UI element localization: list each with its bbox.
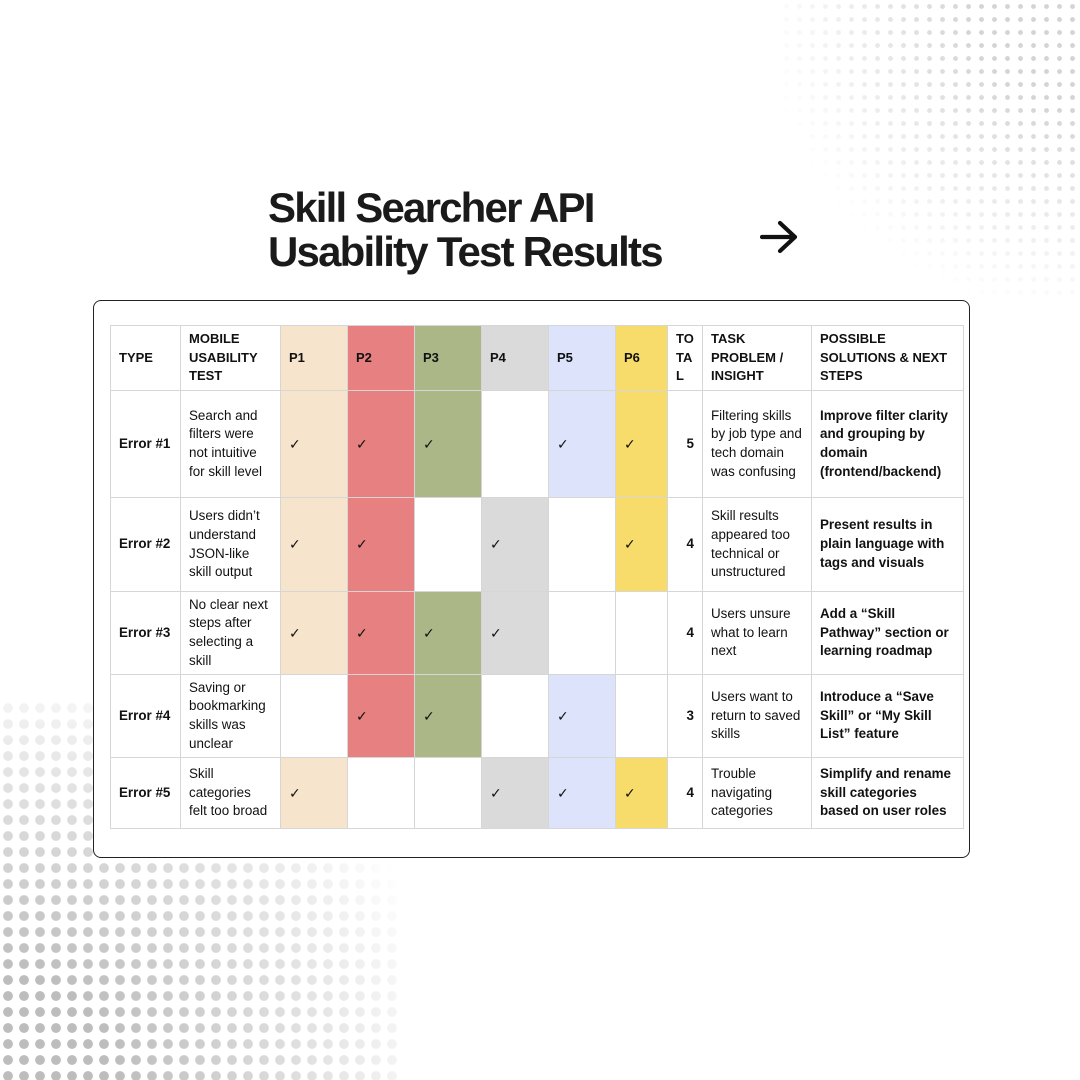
row-total: 4 [667,757,703,829]
participant-check: ✓ [615,497,668,592]
results-card: TYPE MOBILE USABILITY TEST P1 P2 P3 P4 P… [93,300,970,858]
participant-check [414,497,482,592]
participant-check [347,757,415,829]
participant-check: ✓ [548,674,616,758]
row-type: Error #1 [110,390,181,498]
participant-check: ✓ [347,674,415,758]
participant-check: ✓ [548,757,616,829]
row-solution: Introduce a “Save Skill” or “My Skill Li… [811,674,964,758]
results-table: TYPE MOBILE USABILITY TEST P1 P2 P3 P4 P… [110,325,964,829]
row-solution: Add a “Skill Pathway” section or learnin… [811,591,964,675]
participant-check [481,674,549,758]
row-test-description: Skill categories felt too broad [180,757,281,829]
participant-check: ✓ [280,591,348,675]
table-row: Error #5 Skill categories felt too broad… [110,757,964,829]
row-test-description: No clear next steps after selecting a sk… [180,591,281,675]
row-solution: Simplify and rename skill categories bas… [811,757,964,829]
participant-check: ✓ [481,497,549,592]
participant-check: ✓ [615,390,668,498]
header-total: TO TA L [667,325,703,391]
arrow-right-icon [760,220,798,254]
header-p4: P4 [481,325,549,391]
row-test-description: Users didn’t understand JSON-like skill … [180,497,281,592]
participant-check: ✓ [481,591,549,675]
title-line-1: Skill Searcher API [268,184,595,231]
table-row: Error #2 Users didn’t understand JSON-li… [110,497,964,592]
participant-check: ✓ [414,390,482,498]
header-solution: POSSIBLE SOLUTIONS & NEXT STEPS [811,325,964,391]
header-insight: TASK PROBLEM / INSIGHT [702,325,812,391]
row-solution: Present results in plain language with t… [811,497,964,592]
participant-check: ✓ [548,390,616,498]
table-row: Error #1 Search and filters were not int… [110,390,964,498]
participant-check [548,591,616,675]
row-type: Error #3 [110,591,181,675]
row-insight: Users unsure what to learn next [702,591,812,675]
row-insight: Skill results appeared too technical or … [702,497,812,592]
participant-check [615,591,668,675]
row-test-description: Saving or bookmarking skills was unclear [180,674,281,758]
participant-check [615,674,668,758]
row-total: 3 [667,674,703,758]
table-header-row: TYPE MOBILE USABILITY TEST P1 P2 P3 P4 P… [110,325,964,391]
participant-check: ✓ [347,497,415,592]
row-total: 5 [667,390,703,498]
participant-check [280,674,348,758]
row-total: 4 [667,497,703,592]
row-type: Error #2 [110,497,181,592]
row-solution: Improve filter clarity and grouping by d… [811,390,964,498]
header-p1: P1 [280,325,348,391]
participant-check: ✓ [615,757,668,829]
participant-check: ✓ [347,591,415,675]
title-line-2: Usability Test Results [268,228,664,275]
table-viewport: TYPE MOBILE USABILITY TEST P1 P2 P3 P4 P… [110,325,964,830]
table-row: Error #3 No clear next steps after selec… [110,591,964,675]
participant-check: ✓ [347,390,415,498]
header-p3: P3 [414,325,482,391]
participant-check [481,390,549,498]
participant-check: ✓ [481,757,549,829]
header-p2: P2 [347,325,415,391]
row-insight: Trouble navigating categories [702,757,812,829]
decorative-dot-pattern-top-right [780,0,1080,300]
row-type: Error #5 [110,757,181,829]
page-title: Skill Searcher API Usability Test Result… [268,184,664,275]
participant-check: ✓ [414,591,482,675]
participant-check: ✓ [280,497,348,592]
header-p5: P5 [548,325,616,391]
participant-check: ✓ [280,757,348,829]
table-row: Error #4 Saving or bookmarking skills wa… [110,674,964,758]
row-total: 4 [667,591,703,675]
header-p6: P6 [615,325,668,391]
participant-check: ✓ [414,674,482,758]
row-test-description: Search and filters were not intuitive fo… [180,390,281,498]
row-insight: Filtering skills by job type and tech do… [702,390,812,498]
participant-check: ✓ [280,390,348,498]
header-type: TYPE [110,325,181,391]
participant-check [414,757,482,829]
participant-check [548,497,616,592]
header-test: MOBILE USABILITY TEST [180,325,281,391]
row-type: Error #4 [110,674,181,758]
row-insight: Users want to return to saved skills [702,674,812,758]
